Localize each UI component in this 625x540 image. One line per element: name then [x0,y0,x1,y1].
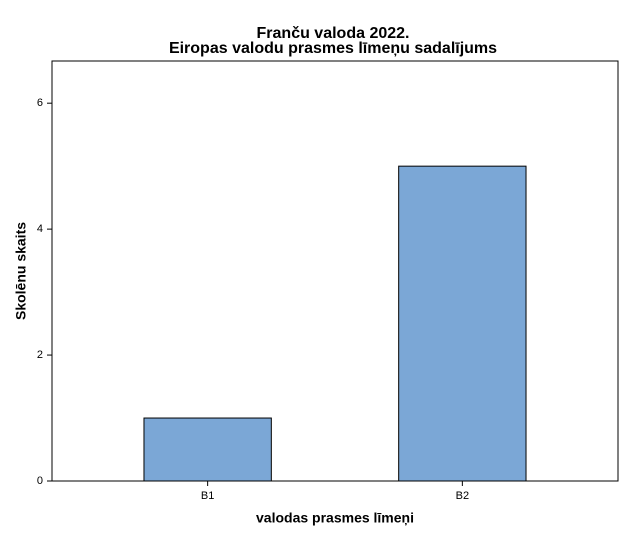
x-tick-label: B1 [201,490,214,502]
y-tick-label: 6 [37,97,43,109]
chart-subtitle: Eiropas valodu prasmes līmeņu sadalījums [169,40,497,57]
x-axis-label: valodas prasmes līmeņi [256,510,414,526]
y-axis-label: Skolēnu skaits [13,222,29,320]
chart-title: Franču valoda 2022. [257,25,410,42]
bar [143,417,272,482]
y-tick-label: 2 [37,349,43,361]
y-tick-label: 0 [37,475,43,487]
x-tick-label: B2 [456,490,469,502]
bar [398,165,527,482]
y-tick-label: 4 [37,223,43,235]
plot-area [51,60,619,482]
